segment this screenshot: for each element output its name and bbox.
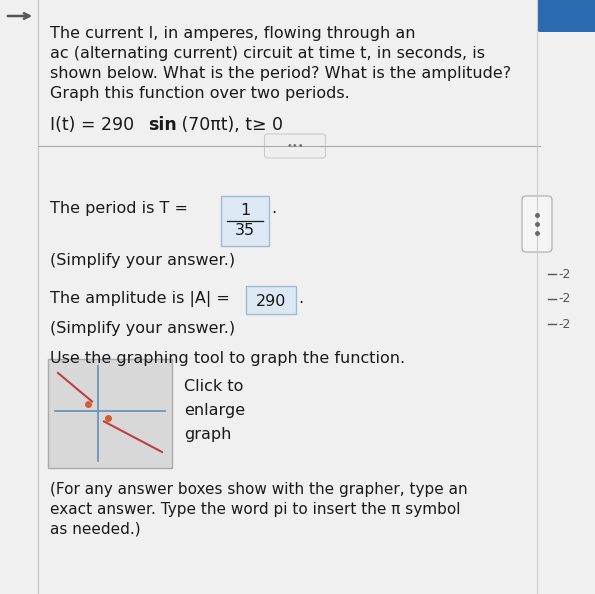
FancyBboxPatch shape: [48, 359, 172, 468]
Text: Use the graphing tool to graph the function.: Use the graphing tool to graph the funct…: [50, 351, 405, 366]
FancyBboxPatch shape: [522, 196, 552, 252]
Text: The current I, in amperes, flowing through an: The current I, in amperes, flowing throu…: [50, 26, 415, 41]
Text: ac (alternating current) circuit at time t, in seconds, is: ac (alternating current) circuit at time…: [50, 46, 485, 61]
Text: (Simplify your answer.): (Simplify your answer.): [50, 321, 235, 336]
Text: 1: 1: [240, 203, 250, 218]
Text: -2: -2: [558, 292, 571, 305]
Text: enlarge: enlarge: [184, 403, 245, 418]
Text: I(t) = 290: I(t) = 290: [50, 116, 140, 134]
Text: Click to: Click to: [184, 379, 243, 394]
Text: exact answer. Type the word pi to insert the π symbol: exact answer. Type the word pi to insert…: [50, 502, 461, 517]
Text: 35: 35: [235, 223, 255, 238]
Text: graph: graph: [184, 427, 231, 442]
Text: -2: -2: [558, 267, 571, 280]
FancyBboxPatch shape: [537, 0, 595, 32]
Text: (70πt), t≥ 0: (70πt), t≥ 0: [176, 116, 283, 134]
Text: The amplitude is |A| =: The amplitude is |A| =: [50, 291, 235, 307]
Text: 290: 290: [256, 293, 286, 308]
FancyBboxPatch shape: [265, 134, 325, 158]
Text: (For any answer boxes show with the grapher, type an: (For any answer boxes show with the grap…: [50, 482, 468, 497]
Text: .: .: [271, 201, 276, 216]
FancyBboxPatch shape: [246, 286, 296, 314]
Text: -2: -2: [558, 318, 571, 330]
Text: The period is T =: The period is T =: [50, 201, 193, 216]
Text: •••: •••: [286, 141, 304, 151]
Text: (Simplify your answer.): (Simplify your answer.): [50, 253, 235, 268]
Text: Graph this function over two periods.: Graph this function over two periods.: [50, 86, 350, 101]
Text: as needed.): as needed.): [50, 522, 140, 537]
Text: shown below. What is the period? What is the amplitude?: shown below. What is the period? What is…: [50, 66, 511, 81]
FancyBboxPatch shape: [221, 196, 269, 246]
Text: sin: sin: [148, 116, 177, 134]
Text: .: .: [298, 291, 303, 306]
